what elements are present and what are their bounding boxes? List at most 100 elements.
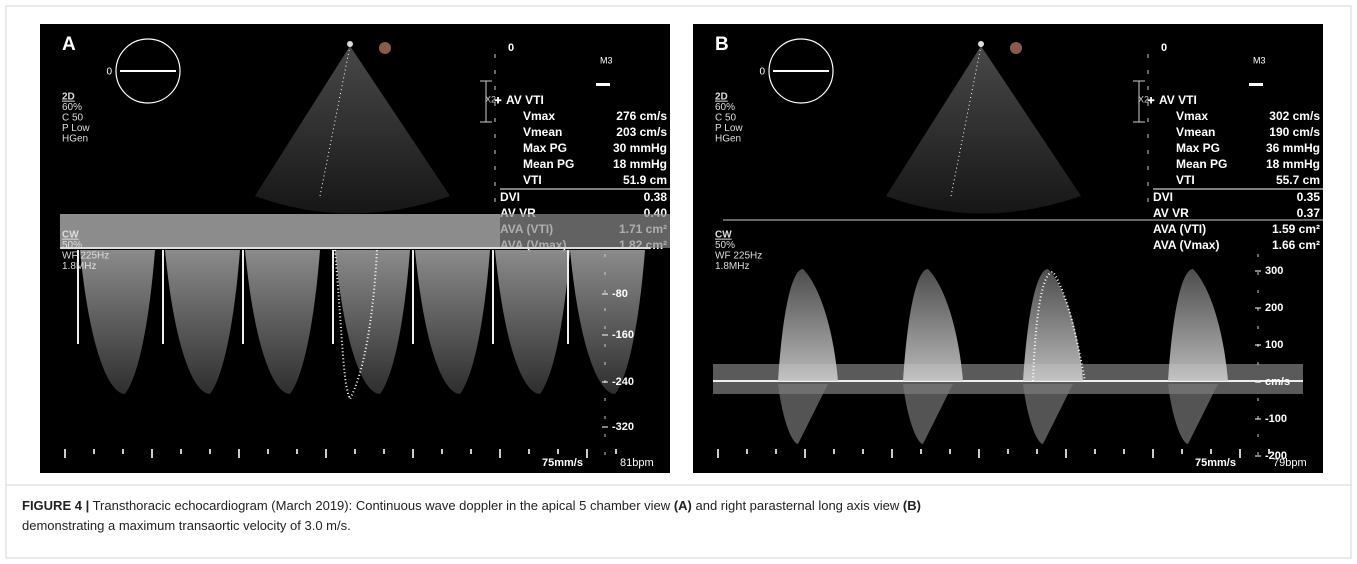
measure-name: AVA (Vmax): [1153, 238, 1219, 252]
sector-image: [255, 46, 450, 214]
velocity-label: -100: [1265, 413, 1287, 425]
measure-name: Vmax: [523, 109, 555, 123]
measure-title: AV VTI: [506, 93, 544, 107]
doppler-lobe: [165, 250, 240, 394]
setting-2d: 2D: [715, 92, 728, 103]
doppler-lobe-neg: [903, 384, 953, 444]
cw-setting: 50%: [715, 240, 735, 251]
measure-name: AVA (VTI): [1153, 222, 1206, 236]
scale-top: 0: [508, 42, 514, 54]
measure-value: 276 cm/s: [616, 109, 667, 123]
cw-setting: WF 225Hz: [62, 251, 109, 262]
measure-value: 18 mmHg: [613, 157, 667, 171]
velocity-label: -240: [612, 376, 634, 388]
measure-name: Mean PG: [1176, 157, 1227, 171]
doppler-lobe: [495, 250, 570, 394]
probe-marker: [978, 41, 984, 47]
measure-title: AV VTI: [1159, 93, 1197, 107]
measure-icon: ✚: [494, 95, 502, 105]
velocity-label: -160: [612, 329, 634, 341]
doppler-lobe: [245, 250, 320, 394]
velocity-label: -80: [612, 288, 628, 300]
setting-2d: HGen: [62, 134, 88, 145]
doppler-lobe: [1168, 269, 1228, 381]
setting-2d: HGen: [715, 134, 741, 145]
doppler-lobe: [1023, 269, 1083, 381]
measure-name: VTI: [1176, 173, 1195, 187]
measure-value: 30 mmHg: [613, 141, 667, 155]
measure-value: 51.9 cm: [623, 173, 667, 187]
mode-dash: [1249, 83, 1263, 86]
orientation-circle: [768, 38, 834, 104]
doppler-lobe: [335, 250, 410, 394]
sweep: 75mm/s: [542, 457, 583, 469]
velocity-label: 200: [1265, 302, 1283, 314]
probe-label: 0: [106, 67, 112, 78]
doppler-band: [500, 214, 670, 248]
setting-2d: 2D: [62, 92, 75, 103]
cw-setting: CW: [715, 230, 732, 241]
heart-rate: 81bpm: [620, 457, 654, 469]
doppler-lobe: [778, 269, 838, 381]
doppler-lobe: [80, 250, 155, 394]
velocity-label: 100: [1265, 339, 1283, 351]
mode-dash: [596, 83, 610, 86]
measure-value: 1.66 cm²: [1272, 238, 1320, 252]
cursor-line: [319, 45, 351, 197]
setting-2d: C 50: [715, 113, 737, 124]
cw-setting: 1.8MHz: [715, 261, 749, 272]
doppler-lobe-neg: [1023, 384, 1073, 444]
measure-value: 0.37: [1297, 206, 1321, 220]
probe-label: 0: [759, 67, 765, 78]
measure-name: DVI: [1153, 190, 1173, 204]
measure-value: 36 mmHg: [1266, 141, 1320, 155]
measure-value: 55.7 cm: [1276, 173, 1320, 187]
setting-2d: P Low: [62, 123, 90, 134]
setting-2d: 60%: [715, 102, 735, 113]
measure-value: 18 mmHg: [1266, 157, 1320, 171]
measure-name: Vmax: [1176, 109, 1208, 123]
doppler-band: [60, 214, 500, 248]
velocity-label: cm/s: [1265, 376, 1290, 388]
measure-value: 203 cm/s: [616, 125, 667, 139]
caption-text: demonstrating a maximum transaortic velo…: [22, 518, 351, 533]
caption-text: Transthoracic echocardiogram (March 2019…: [92, 498, 671, 513]
measure-name: Vmean: [1176, 125, 1215, 139]
measure-name: AV VR: [1153, 206, 1189, 220]
cw-setting: CW: [62, 230, 79, 241]
heart-rate: 79bpm: [1273, 457, 1307, 469]
measure-value: 0.35: [1297, 190, 1321, 204]
caption-label: FIGURE 4 |: [22, 498, 90, 513]
vti-trace: [1032, 270, 1086, 382]
p-marker: [379, 42, 391, 54]
orientation-circle: [115, 38, 181, 104]
doppler-lobe: [903, 269, 963, 381]
sector-image: [886, 46, 1081, 214]
measure-name: Mean PG: [523, 157, 574, 171]
zoom: X2: [1138, 94, 1149, 104]
zoom-marker: [480, 80, 492, 123]
p-marker: [1010, 42, 1022, 54]
velocity-label: -200: [1265, 450, 1287, 462]
caption-ref: (B): [902, 498, 921, 513]
setting-2d: C 50: [62, 113, 84, 124]
zoom: X2: [485, 94, 496, 104]
caption-ref: (A): [673, 498, 692, 513]
zoom-marker: [1133, 80, 1145, 123]
panel-label: B: [715, 34, 729, 55]
setting-2d: P Low: [715, 123, 743, 134]
measure-value: 190 cm/s: [1269, 125, 1320, 139]
measure-value: 302 cm/s: [1269, 109, 1320, 123]
measure-name: DVI: [500, 190, 520, 204]
measure-name: Vmean: [523, 125, 562, 139]
cw-setting: 1.8MHz: [62, 261, 96, 272]
doppler-lobe-neg: [778, 384, 828, 444]
velocity-label: 300: [1265, 265, 1283, 277]
doppler-lobe-neg: [1168, 384, 1218, 444]
measure-name: Max PG: [1176, 141, 1220, 155]
figure-frame: [5, 5, 1352, 559]
